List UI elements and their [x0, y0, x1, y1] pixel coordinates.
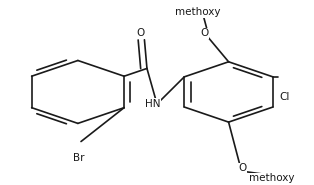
Text: Br: Br [73, 153, 85, 163]
Text: O: O [201, 28, 209, 38]
Text: Cl: Cl [279, 92, 290, 102]
Text: methoxy: methoxy [249, 173, 294, 183]
Text: HN: HN [145, 99, 161, 109]
Text: O: O [238, 163, 246, 173]
Text: methoxy: methoxy [175, 7, 220, 17]
Text: O: O [137, 28, 145, 38]
